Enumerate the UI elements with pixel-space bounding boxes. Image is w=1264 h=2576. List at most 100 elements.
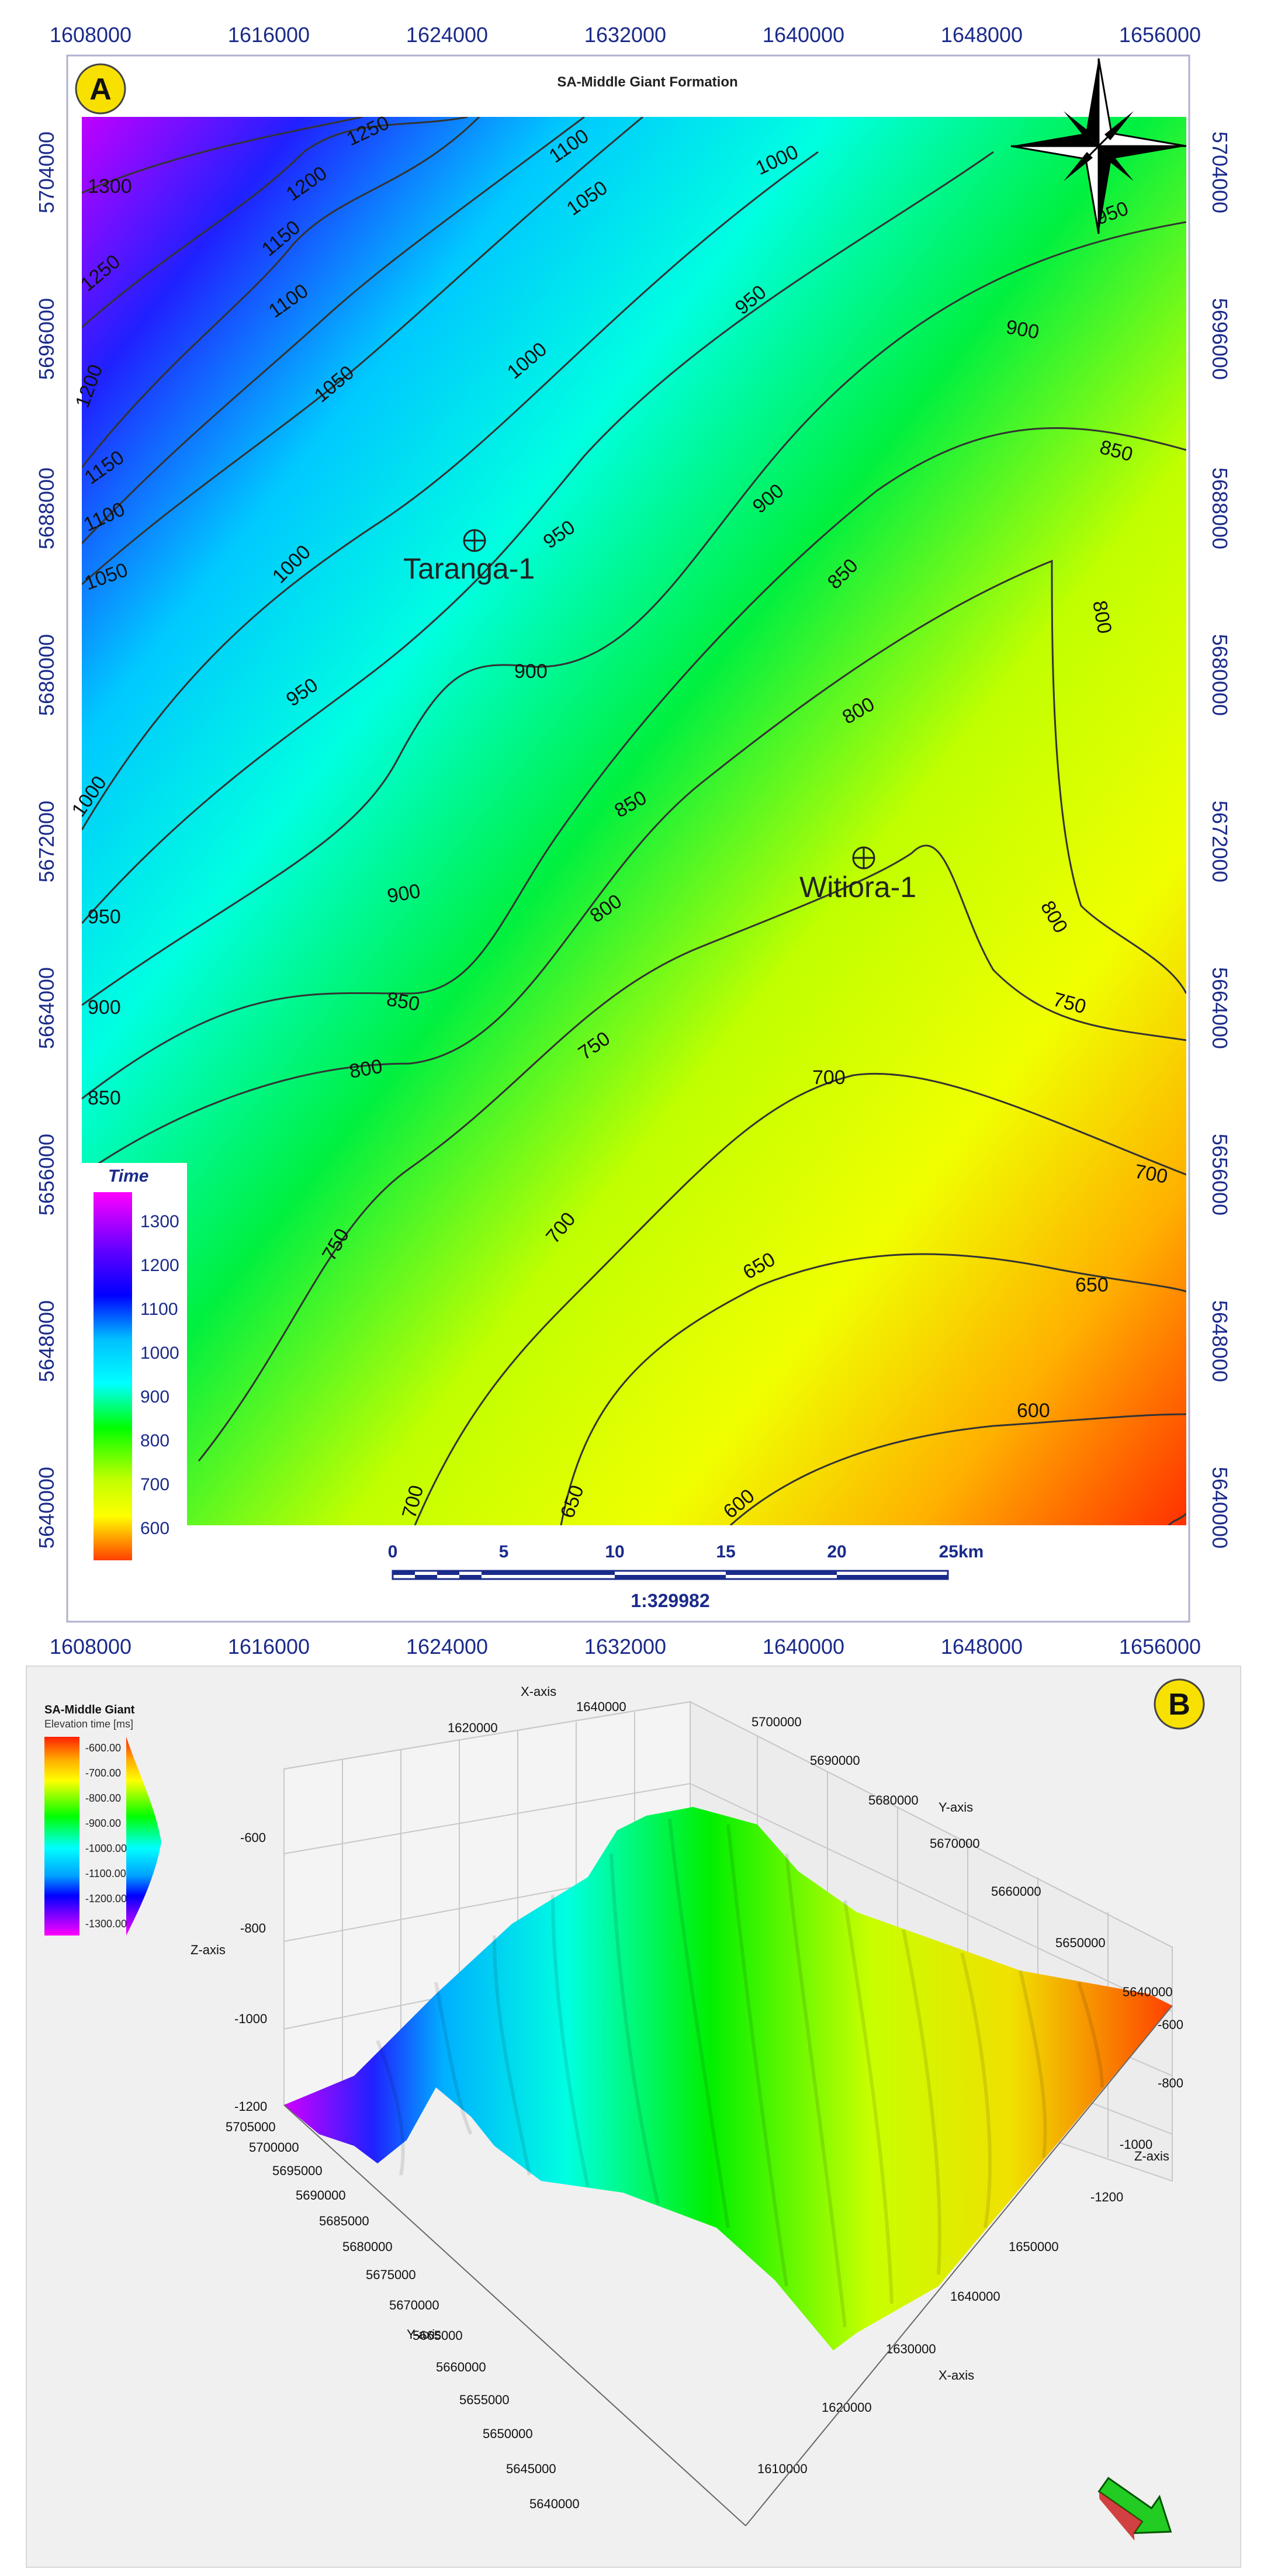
axis-lines bbox=[283, 2005, 1173, 2526]
surface-mesh bbox=[284, 1807, 1172, 2350]
x-tick-label: 1640000 bbox=[576, 1699, 626, 1714]
x-tick-label: 1624000 bbox=[406, 1635, 488, 1659]
x-tick-label: 1616000 bbox=[228, 23, 310, 47]
contour-label: 850 bbox=[88, 1087, 121, 1109]
svg-text:5670000: 5670000 bbox=[930, 1836, 980, 1851]
svg-text:20: 20 bbox=[827, 1542, 846, 1561]
svg-text:-800: -800 bbox=[240, 1921, 266, 1936]
svg-text:5700000: 5700000 bbox=[249, 2140, 299, 2155]
legend-title: Time bbox=[108, 1166, 148, 1186]
x-tick-label: 1656000 bbox=[1119, 1635, 1201, 1659]
y-tick-label: 5656000 bbox=[34, 1134, 58, 1216]
svg-text:1640000: 1640000 bbox=[950, 2289, 1000, 2304]
z-axis-label: Z-axis bbox=[191, 1943, 226, 1957]
svg-text:1630000: 1630000 bbox=[886, 2342, 936, 2356]
svg-text:5660000: 5660000 bbox=[436, 2360, 486, 2374]
legend-label: 1000 bbox=[140, 1344, 179, 1363]
svg-text:5650000: 5650000 bbox=[1055, 1936, 1106, 1950]
svg-text:5: 5 bbox=[499, 1542, 509, 1561]
svg-text:10: 10 bbox=[605, 1542, 624, 1561]
legend-label: 700 bbox=[140, 1475, 169, 1494]
y-tick-label: 5648000 bbox=[34, 1300, 58, 1382]
x-tick-label: 1648000 bbox=[941, 1635, 1023, 1659]
legend-subtitle: Elevation time [ms] bbox=[44, 1718, 133, 1730]
svg-text:A: A bbox=[89, 72, 112, 106]
y-tick-label: 5704000 bbox=[1208, 131, 1232, 213]
svg-text:-1000: -1000 bbox=[234, 2011, 267, 2026]
svg-text:5690000: 5690000 bbox=[296, 2188, 346, 2203]
x-tick-label: 1656000 bbox=[1119, 23, 1201, 47]
y-axis-label: Y-axis bbox=[407, 2327, 441, 2342]
map-title: SA-Middle Giant Formation bbox=[557, 74, 737, 90]
svg-text:5640000: 5640000 bbox=[529, 2497, 580, 2511]
legend-histogram bbox=[126, 1737, 161, 1936]
svg-text:-600: -600 bbox=[1158, 2017, 1183, 2032]
svg-text:5645000: 5645000 bbox=[506, 2461, 556, 2476]
svg-text:-1000: -1000 bbox=[1120, 2137, 1152, 2152]
svg-text:-1200.00: -1200.00 bbox=[85, 1893, 127, 1905]
y-tick-label: 5672000 bbox=[34, 801, 58, 882]
svg-text:0: 0 bbox=[388, 1542, 398, 1561]
legend-label: 600 bbox=[140, 1519, 169, 1538]
svg-text:5670000: 5670000 bbox=[389, 2298, 439, 2312]
svg-text:15: 15 bbox=[716, 1542, 735, 1561]
y-tick-label: 5680000 bbox=[34, 634, 58, 716]
panel-badge-a: A bbox=[75, 63, 126, 115]
panel-badge-b: B bbox=[1154, 1678, 1205, 1730]
x-tick-label: 1640000 bbox=[763, 1635, 844, 1659]
svg-text:-1300.00: -1300.00 bbox=[85, 1918, 127, 1930]
y-tick-label: 5640000 bbox=[34, 1467, 58, 1549]
svg-text:5665000: 5665000 bbox=[413, 2328, 463, 2343]
y-tick-label: 5648000 bbox=[1208, 1300, 1232, 1382]
svg-text:5680000: 5680000 bbox=[868, 1793, 919, 1808]
y-tick-label: 5656000 bbox=[1208, 1134, 1232, 1216]
svg-text:-600.00: -600.00 bbox=[85, 1742, 121, 1754]
y-tick-label: 5664000 bbox=[34, 967, 58, 1049]
scale-bar: 0 5 10 15 20 25km 1:329982 bbox=[388, 1542, 984, 1611]
legend-label: 1200 bbox=[140, 1256, 179, 1275]
contour-label: 900 bbox=[514, 660, 548, 683]
svg-text:5695000: 5695000 bbox=[272, 2163, 323, 2178]
contour-label: 900 bbox=[88, 996, 121, 1019]
legend-label: 800 bbox=[140, 1431, 169, 1450]
svg-text:5655000: 5655000 bbox=[459, 2393, 510, 2407]
contour-label: 650 bbox=[1075, 1274, 1109, 1296]
contour-label: 950 bbox=[88, 906, 121, 928]
svg-text:1610000: 1610000 bbox=[757, 2461, 808, 2476]
well-label: Taranga-1 bbox=[403, 552, 535, 585]
x-tick-label: 1624000 bbox=[406, 23, 488, 47]
z-axis-label: Z-axis bbox=[1134, 2149, 1169, 2163]
x-tick-label: 1616000 bbox=[228, 1635, 310, 1659]
x-tick-label: 1608000 bbox=[50, 1635, 131, 1659]
y-tick-label: 5696000 bbox=[1208, 298, 1232, 380]
panel-b-3d-surface: B SA-Middle Giant Elevation time [ms] -6… bbox=[26, 1666, 1241, 2568]
north-arrow-icon bbox=[1010, 58, 1187, 234]
svg-text:-1000.00: -1000.00 bbox=[85, 1843, 127, 1854]
x-axis-bottom: 1608000 1616000 1624000 1632000 1640000 … bbox=[50, 1635, 1201, 1659]
legend-colorbar bbox=[44, 1737, 79, 1936]
y-tick-label: 5664000 bbox=[1208, 967, 1232, 1049]
map-surface bbox=[82, 117, 1186, 1525]
well-taranga-1[interactable]: Taranga-1 bbox=[403, 529, 535, 585]
contour-label: 1300 bbox=[88, 175, 132, 198]
x-axis-top: 1608000 1616000 1624000 1632000 1640000 … bbox=[50, 23, 1201, 47]
y-tick-label: 5680000 bbox=[1208, 634, 1232, 716]
svg-text:5705000: 5705000 bbox=[226, 2120, 276, 2134]
contour-label: 700 bbox=[812, 1067, 846, 1089]
svg-text:5700000: 5700000 bbox=[752, 1715, 802, 1729]
svg-text:1650000: 1650000 bbox=[1009, 2239, 1059, 2254]
svg-text:-700.00: -700.00 bbox=[85, 1767, 121, 1779]
surface-3d-svg: B SA-Middle Giant Elevation time [ms] -6… bbox=[44, 1678, 1205, 2541]
x-tick-label: 1608000 bbox=[50, 23, 131, 47]
legend-label: 900 bbox=[140, 1387, 169, 1407]
svg-text:5680000: 5680000 bbox=[342, 2239, 393, 2254]
x-tick-label: 1620000 bbox=[448, 1720, 498, 1735]
svg-text:B: B bbox=[1168, 1688, 1190, 1722]
svg-text:5660000: 5660000 bbox=[991, 1884, 1041, 1899]
y-tick-label: 5672000 bbox=[1208, 801, 1232, 882]
x-tick-label: 1632000 bbox=[584, 23, 666, 47]
well-witiora-1[interactable]: Witiora-1 bbox=[799, 846, 916, 903]
x-axis-label: X-axis bbox=[521, 1684, 556, 1699]
svg-text:5675000: 5675000 bbox=[366, 2267, 416, 2282]
x-tick-label: 1640000 bbox=[763, 23, 844, 47]
